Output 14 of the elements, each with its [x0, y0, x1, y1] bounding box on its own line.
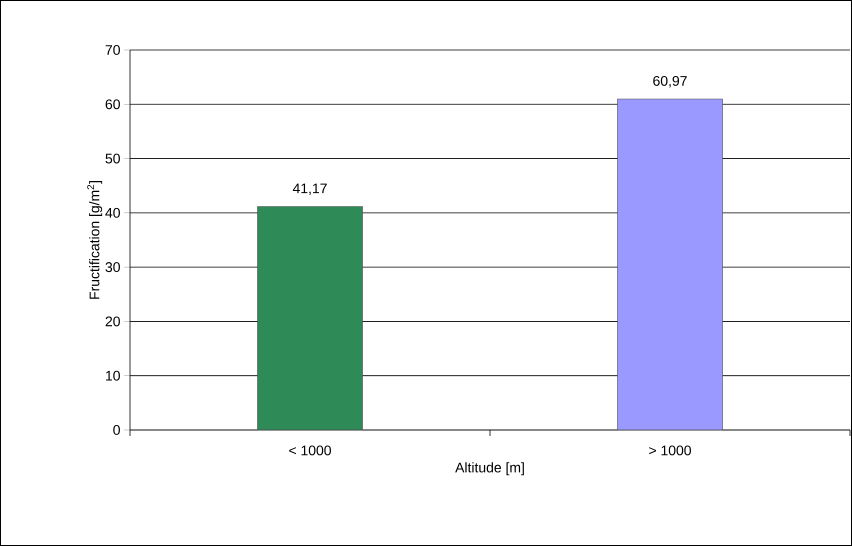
data-label: 41,17: [292, 184, 327, 195]
y-axis-title: Fructification [g/m$^{2}$]: [87, 181, 102, 299]
x-tick-label: > 1000: [649, 445, 691, 456]
y-tick-label: 70: [106, 45, 120, 55]
y-tick-label: 30: [106, 262, 120, 272]
y-tick-label: 20: [106, 316, 120, 326]
y-tick-label: 10: [106, 370, 120, 381]
y-tick-label: 40: [105, 208, 120, 218]
y-tick-label: 0: [113, 425, 120, 435]
x-axis-title: Altitude [m]: [455, 462, 524, 476]
x-tick-label: < 1000: [289, 445, 331, 456]
y-tick-label: 60: [106, 99, 120, 110]
data-label: 60,97: [653, 76, 687, 88]
y-tick-label: 50: [106, 154, 120, 164]
